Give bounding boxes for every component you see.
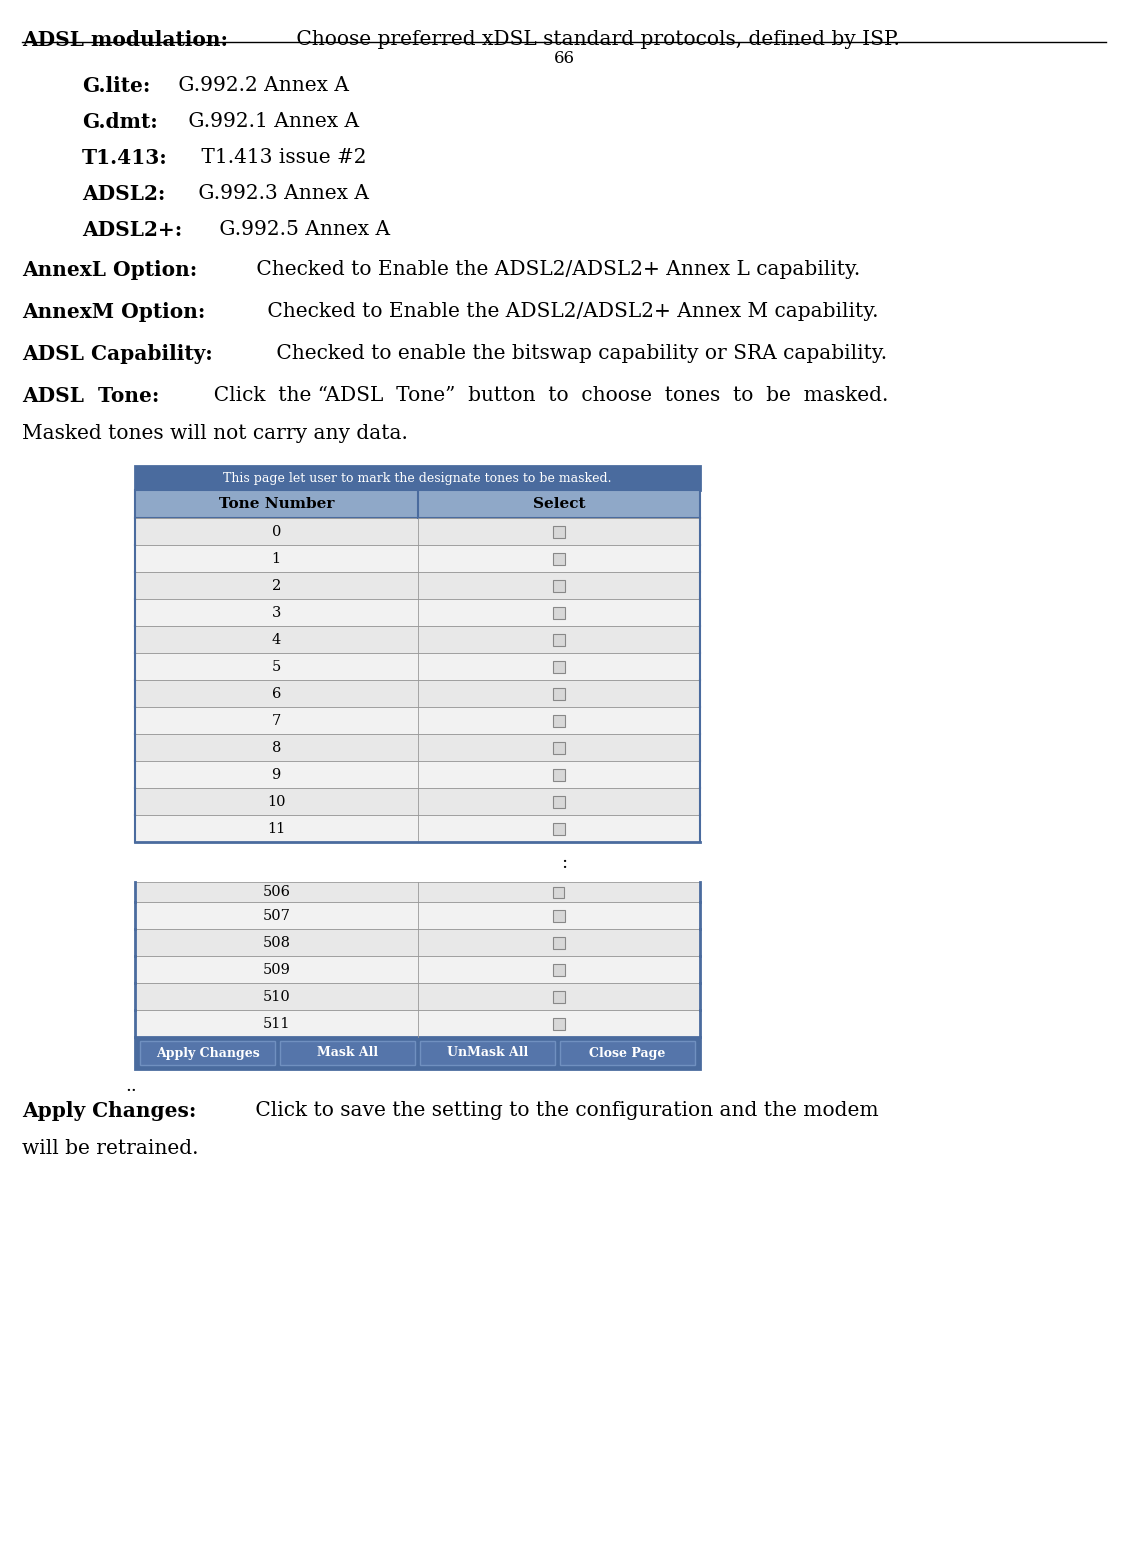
Text: G.992.3 Annex A: G.992.3 Annex A: [192, 184, 369, 203]
Bar: [135, 957, 700, 983]
Bar: [135, 545, 700, 572]
Bar: [135, 517, 700, 545]
Text: 2: 2: [272, 578, 281, 592]
Text: Checked to Enable the ADSL2/ADSL2+ Annex L capability.: Checked to Enable the ADSL2/ADSL2+ Annex…: [250, 260, 861, 279]
Bar: [553, 661, 565, 673]
Text: AnnexM Option:: AnnexM Option:: [23, 302, 205, 323]
Text: G.lite:: G.lite:: [82, 76, 150, 97]
Text: 3: 3: [272, 606, 281, 620]
Bar: [135, 760, 700, 788]
Bar: [135, 882, 700, 902]
Text: Checked to Enable the ADSL2/ADSL2+ Annex M capability.: Checked to Enable the ADSL2/ADSL2+ Annex…: [261, 302, 878, 321]
Bar: [553, 525, 565, 538]
Text: ..: ..: [125, 1077, 136, 1095]
Text: T1.413:: T1.413:: [82, 148, 168, 168]
Bar: [420, 1041, 555, 1066]
Bar: [135, 929, 700, 957]
Text: UnMask All: UnMask All: [447, 1047, 528, 1059]
Bar: [135, 788, 700, 815]
Text: 4: 4: [272, 633, 281, 647]
Text: ADSL  Tone:: ADSL Tone:: [23, 386, 159, 407]
Bar: [135, 983, 700, 1010]
Bar: [135, 1038, 700, 1069]
Text: Click to save the setting to the configuration and the modem: Click to save the setting to the configu…: [249, 1102, 879, 1120]
Text: 10: 10: [267, 795, 285, 809]
Bar: [135, 491, 700, 517]
Text: Checked to enable the bitswap capability or SRA capability.: Checked to enable the bitswap capability…: [270, 344, 888, 363]
Bar: [553, 742, 565, 754]
Text: ADSL Capability:: ADSL Capability:: [23, 344, 213, 365]
Bar: [135, 734, 700, 760]
Bar: [135, 466, 700, 491]
Text: 511: 511: [263, 1016, 290, 1030]
Text: Tone Number: Tone Number: [219, 497, 334, 511]
Bar: [553, 606, 565, 619]
Text: G.dmt:: G.dmt:: [82, 112, 158, 132]
Bar: [135, 653, 700, 679]
Text: G.992.1 Annex A: G.992.1 Annex A: [182, 112, 359, 131]
Bar: [553, 963, 565, 975]
Text: ADSL modulation:: ADSL modulation:: [23, 30, 228, 50]
Text: 9: 9: [272, 768, 281, 782]
Text: 6: 6: [272, 687, 281, 701]
Text: Masked tones will not carry any data.: Masked tones will not carry any data.: [23, 424, 408, 442]
Bar: [553, 936, 565, 949]
Bar: [553, 768, 565, 781]
Text: G.992.2 Annex A: G.992.2 Annex A: [173, 76, 350, 95]
Text: 508: 508: [262, 935, 290, 949]
Text: 1: 1: [272, 552, 281, 566]
Text: 8: 8: [272, 740, 281, 754]
Text: :: :: [561, 854, 567, 872]
Text: T1.413 issue #2: T1.413 issue #2: [195, 148, 367, 167]
Bar: [553, 580, 565, 592]
Text: Apply Changes:: Apply Changes:: [23, 1102, 196, 1122]
Bar: [135, 679, 700, 707]
Text: 5: 5: [272, 659, 281, 673]
Bar: [553, 1017, 565, 1030]
Text: 507: 507: [263, 908, 290, 922]
Bar: [553, 687, 565, 700]
Text: 509: 509: [263, 963, 290, 977]
Bar: [135, 815, 700, 841]
Text: AnnexL Option:: AnnexL Option:: [23, 260, 197, 280]
Bar: [553, 991, 565, 1002]
Bar: [553, 823, 565, 835]
Bar: [140, 1041, 275, 1066]
Text: Mask All: Mask All: [317, 1047, 378, 1059]
Text: ADSL2:: ADSL2:: [82, 184, 166, 204]
Text: Select: Select: [532, 497, 585, 511]
Text: will be retrained.: will be retrained.: [23, 1139, 199, 1158]
Text: This page let user to mark the designate tones to be masked.: This page let user to mark the designate…: [223, 472, 611, 485]
Bar: [553, 910, 565, 921]
Text: Apply Changes: Apply Changes: [156, 1047, 259, 1059]
Bar: [135, 1010, 700, 1038]
Bar: [135, 572, 700, 598]
Bar: [553, 887, 564, 897]
Bar: [135, 902, 700, 929]
Bar: [553, 715, 565, 726]
Text: 510: 510: [263, 989, 290, 1003]
Text: Click  the “ADSL  Tone”  button  to  choose  tones  to  be  masked.: Click the “ADSL Tone” button to choose t…: [201, 386, 889, 405]
Text: Close Page: Close Page: [589, 1047, 666, 1059]
Text: 11: 11: [267, 821, 285, 835]
Text: 7: 7: [272, 714, 281, 728]
Bar: [553, 553, 565, 564]
Bar: [135, 626, 700, 653]
Bar: [553, 634, 565, 645]
Bar: [135, 598, 700, 626]
Text: Choose preferred xDSL standard protocols, defined by ISP.: Choose preferred xDSL standard protocols…: [290, 30, 900, 48]
Bar: [280, 1041, 415, 1066]
Text: 0: 0: [272, 525, 281, 539]
Text: 66: 66: [554, 50, 574, 67]
Bar: [135, 707, 700, 734]
Text: G.992.5 Annex A: G.992.5 Annex A: [213, 220, 390, 238]
Bar: [559, 1041, 695, 1066]
Bar: [553, 796, 565, 807]
Text: ADSL2+:: ADSL2+:: [82, 220, 183, 240]
Text: 506: 506: [262, 885, 290, 899]
